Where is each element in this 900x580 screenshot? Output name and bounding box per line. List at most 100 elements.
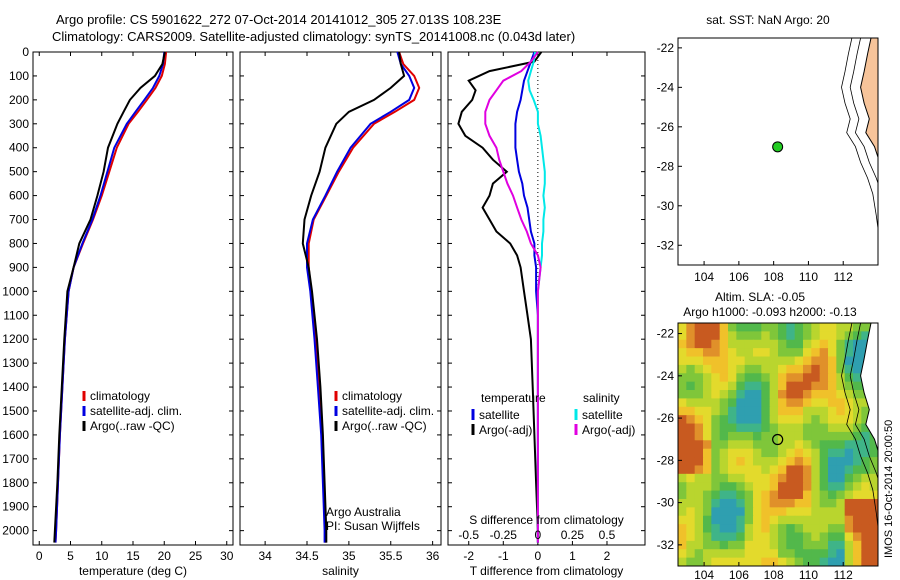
sla-cell	[753, 390, 762, 400]
sla-cell	[719, 356, 729, 366]
sla-cell	[711, 364, 721, 374]
sla-cell	[744, 423, 754, 433]
sla-cell	[744, 540, 754, 550]
sla-cell	[836, 524, 846, 534]
sla-cell	[861, 507, 871, 517]
sla-cell	[819, 356, 829, 366]
sal-xtick-label: 35.5	[379, 549, 403, 563]
sla-cell	[711, 490, 721, 500]
sla-cell	[844, 515, 854, 525]
sla-cell	[744, 482, 754, 492]
sla-cell	[761, 524, 771, 534]
depth-tick-label: 1200	[2, 332, 29, 346]
sla-cell	[753, 323, 762, 332]
sla-cell	[778, 549, 787, 559]
sla-cell	[686, 507, 696, 517]
sal-xtick-label: 35	[342, 549, 356, 563]
sla-cell	[861, 557, 871, 566]
sla-cell	[778, 381, 787, 391]
sla-cell	[853, 398, 862, 408]
sla-cell	[728, 323, 737, 332]
sla-ytick-label: -22	[657, 327, 675, 341]
sla-cell	[703, 473, 712, 483]
sla-cell	[736, 557, 746, 566]
sla-cell	[686, 465, 696, 475]
sla-cell	[686, 482, 696, 492]
sla-cell	[753, 431, 762, 441]
sla-cell	[753, 373, 762, 383]
sla-cell	[711, 348, 721, 358]
sla-cell	[861, 473, 871, 483]
sla-cell	[719, 440, 729, 450]
sla-cell	[769, 498, 779, 508]
sla-cell	[794, 549, 804, 559]
sla-cell	[761, 331, 771, 341]
sla-cell	[703, 482, 712, 492]
sla-cell	[819, 507, 829, 517]
sla-cell	[744, 331, 754, 341]
sal-xlabel: salinity	[322, 564, 359, 578]
sla-cell	[811, 423, 821, 433]
sla-cell	[819, 373, 829, 383]
sla-cell	[703, 448, 712, 458]
sla-cell	[761, 549, 771, 559]
sla-cell	[761, 364, 771, 374]
temp-xtick-label: 30	[220, 549, 234, 563]
sla-cell	[828, 498, 837, 508]
sla-cell	[694, 524, 704, 534]
sla-cell	[753, 398, 762, 408]
sla-cell	[744, 465, 754, 475]
s-tick-label: -0.25	[490, 528, 518, 542]
sla-cell	[803, 356, 812, 366]
sla-cell	[844, 431, 854, 441]
sla-cell	[794, 482, 804, 492]
sla-cell	[711, 498, 721, 508]
depth-tick-label: 600	[9, 189, 29, 203]
sla-cell	[803, 549, 812, 559]
sla-cell	[844, 524, 854, 534]
sla-cell	[728, 356, 737, 366]
sla-cell	[753, 515, 762, 525]
sla-cell	[744, 457, 754, 467]
sla-cell	[819, 323, 829, 332]
sla-cell	[744, 473, 754, 483]
sla-cell	[794, 339, 804, 349]
sla-cell	[769, 515, 779, 525]
sla-cell	[819, 339, 829, 349]
sla-cell	[761, 323, 771, 332]
sla-cell	[719, 348, 729, 358]
sla-cell	[844, 557, 854, 566]
sla-cell	[803, 532, 812, 542]
sla-cell	[769, 524, 779, 534]
sla-cell	[678, 440, 687, 450]
sla-cell	[828, 440, 837, 450]
sla-cell	[678, 473, 687, 483]
sst-ytick-label: -22	[657, 41, 675, 55]
sla-cell	[803, 498, 812, 508]
diff-xlabel: T difference from climatology	[470, 564, 624, 578]
diff-xtick-label: 1	[569, 549, 576, 563]
sla-cell	[786, 482, 796, 492]
s-tick-label: -0.5	[458, 528, 479, 542]
sla-cell	[703, 339, 712, 349]
sla-cell	[736, 465, 746, 475]
sst-map-frame	[677, 37, 879, 266]
sal-series-2	[301, 51, 406, 543]
sla-cell	[703, 465, 712, 475]
sla-cell	[844, 448, 854, 458]
sla-cell	[811, 381, 821, 391]
sla-cell	[711, 356, 721, 366]
sla-cell	[853, 431, 862, 441]
sla-cell	[736, 515, 746, 525]
sla-cell	[736, 373, 746, 383]
sla-cell	[853, 406, 862, 416]
sla-isobath	[841, 323, 878, 531]
sla-cell	[836, 549, 846, 559]
sla-cell	[828, 406, 837, 416]
sla-cell	[703, 364, 712, 374]
sla-cell	[761, 431, 771, 441]
temp-xtick-label: 5	[67, 549, 74, 563]
sla-cell	[819, 331, 829, 341]
sla-cell	[769, 348, 779, 358]
sla-cell	[686, 323, 696, 332]
